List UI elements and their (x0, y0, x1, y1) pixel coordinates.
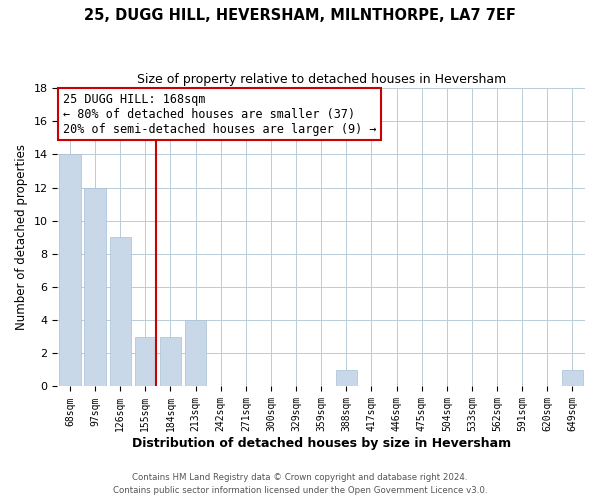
X-axis label: Distribution of detached houses by size in Heversham: Distribution of detached houses by size … (131, 437, 511, 450)
Bar (110, 238, 131, 386)
Title: Size of property relative to detached houses in Heversham: Size of property relative to detached ho… (137, 72, 506, 86)
Bar (562, 370, 583, 386)
Bar (185, 320, 206, 386)
Bar (160, 336, 181, 386)
Bar (335, 370, 357, 386)
Bar (85, 188, 106, 386)
Bar (59, 154, 80, 386)
Text: 25 DUGG HILL: 168sqm
← 80% of detached houses are smaller (37)
20% of semi-detac: 25 DUGG HILL: 168sqm ← 80% of detached h… (62, 92, 376, 136)
Bar (134, 336, 156, 386)
Y-axis label: Number of detached properties: Number of detached properties (15, 144, 28, 330)
Text: Contains HM Land Registry data © Crown copyright and database right 2024.
Contai: Contains HM Land Registry data © Crown c… (113, 474, 487, 495)
Text: 25, DUGG HILL, HEVERSHAM, MILNTHORPE, LA7 7EF: 25, DUGG HILL, HEVERSHAM, MILNTHORPE, LA… (84, 8, 516, 22)
